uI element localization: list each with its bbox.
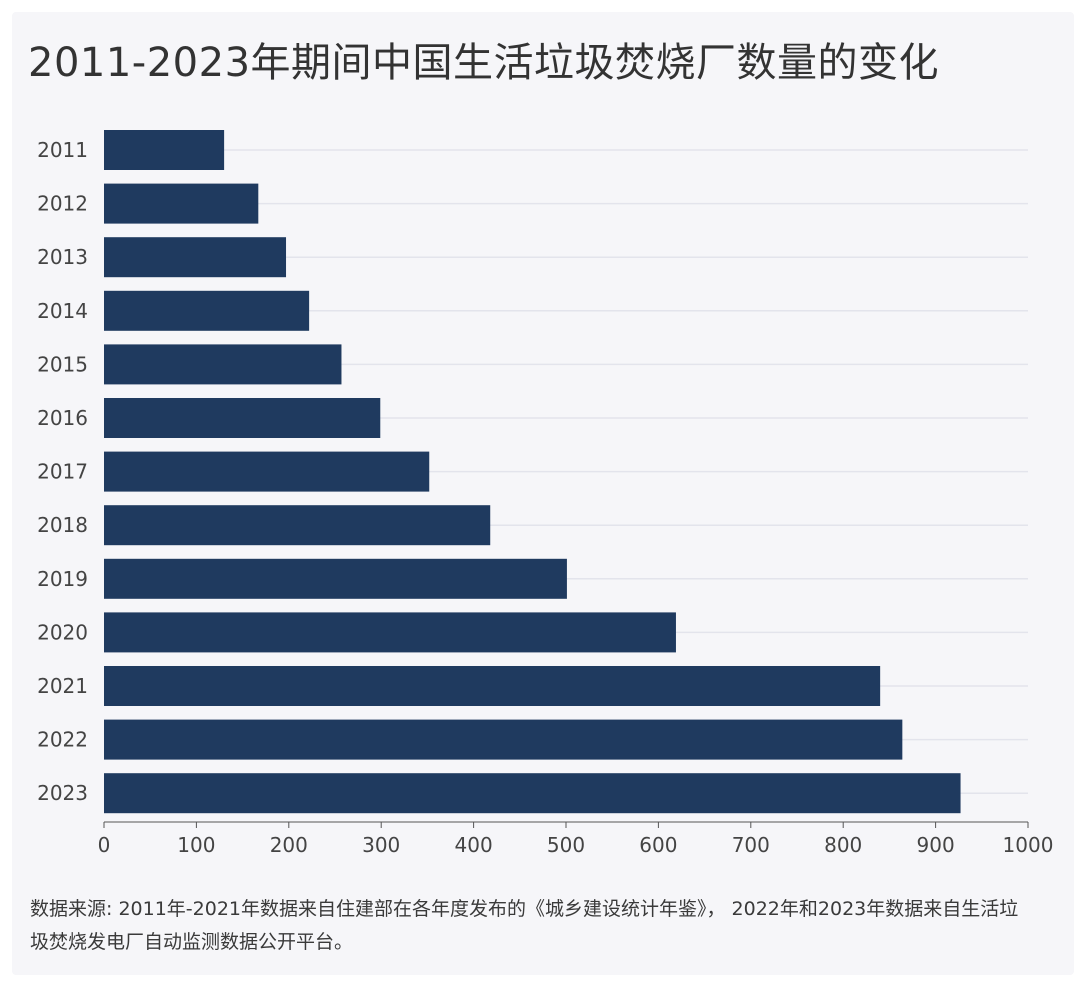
data-source-note: 数据来源: 2011年-2021年数据来自住建部在各年度发布的《城乡建设统计年鉴…: [30, 898, 1019, 953]
bar-chart: 2011 2012 2013 2014 2015 2016 2017 2018 2019 2020…: [37, 130, 1054, 857]
x-tick-label-400: 400: [455, 833, 493, 857]
y-tick-label-2023: 2023: [37, 781, 88, 805]
y-tick-label-2021: 2021: [37, 674, 88, 698]
x-tick-label-800: 800: [824, 833, 862, 857]
bar-2017: [104, 451, 430, 492]
y-tick-label-2012: 2012: [37, 192, 88, 216]
y-tick-label-2015: 2015: [37, 352, 88, 376]
bar-2023: [104, 773, 961, 814]
y-tick-label-2022: 2022: [37, 728, 88, 752]
y-tick-label-2011: 2011: [37, 138, 88, 162]
x-tick-label-300: 300: [362, 833, 400, 857]
y-tick-label-2018: 2018: [37, 513, 88, 537]
bar-2018: [104, 505, 491, 546]
bar-2013: [104, 237, 287, 278]
x-tick-label-600: 600: [639, 833, 677, 857]
bars: [104, 130, 961, 814]
bar-2021: [104, 666, 881, 706]
y-tick-label-2013: 2013: [37, 245, 88, 269]
y-tick-label-2019: 2019: [37, 567, 88, 591]
x-tick-label-500: 500: [547, 833, 585, 857]
x-tick-label-1000: 1000: [1003, 833, 1054, 857]
y-tick-label-2016: 2016: [37, 406, 88, 430]
bar-2019: [104, 558, 567, 599]
bar-2011: [104, 130, 225, 170]
x-axis: 0 100 200 300 400 500 600 700 800 900 1000: [98, 821, 1054, 857]
x-tick-label-900: 900: [917, 833, 955, 857]
y-tick-label-2014: 2014: [37, 299, 88, 323]
bar-2015: [104, 344, 342, 385]
bar-2012: [104, 183, 259, 224]
bar-2016: [104, 398, 381, 438]
x-tick-label-200: 200: [270, 833, 308, 857]
y-tick-label-2020: 2020: [37, 620, 88, 644]
x-tick-label-700: 700: [732, 833, 770, 857]
y-tick-labels: 2011 2012 2013 2014 2015 2016 2017 2018 2019 2020…: [37, 138, 88, 805]
chart-title: 2011-2023年期间中国生活垃圾焚烧厂数量的变化: [28, 40, 940, 86]
x-tick-label-0: 0: [98, 833, 111, 857]
bar-2014: [104, 290, 310, 331]
x-tick-label-100: 100: [177, 833, 215, 857]
chart-card: [12, 12, 1074, 975]
y-tick-label-2017: 2017: [37, 460, 88, 484]
bar-2020: [104, 612, 676, 653]
bar-2022: [104, 719, 903, 760]
